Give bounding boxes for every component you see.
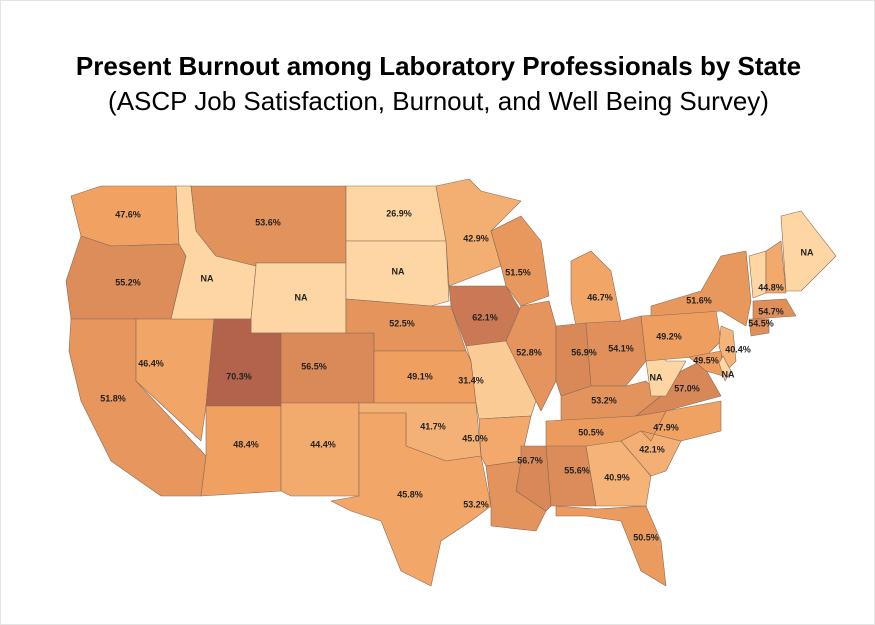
data-label: 51.6% [686, 295, 712, 305]
data-label: 55.6% [564, 465, 590, 475]
state-shape [330, 412, 492, 587]
data-label: NA [801, 247, 814, 257]
data-label: 48.4% [233, 439, 259, 449]
data-label: 49.5% [693, 355, 719, 365]
data-label: 49.2% [656, 331, 682, 341]
state-shape [345, 240, 450, 307]
state-shape [200, 405, 282, 497]
data-label: 55.2% [115, 277, 141, 287]
data-label: NA [722, 369, 735, 379]
data-label: 57.0% [674, 383, 700, 393]
data-label: NA [201, 273, 214, 283]
data-label: 53.6% [255, 217, 281, 227]
title: Present Burnout among Laboratory Profess… [75, 51, 802, 81]
state-shape [280, 332, 375, 404]
data-label: 54.7% [758, 306, 784, 316]
state-shape [280, 402, 360, 497]
data-label: 62.1% [472, 312, 498, 322]
data-label: 41.7% [420, 421, 446, 431]
state-shape [650, 250, 752, 327]
state-shape [780, 210, 837, 292]
data-label: 54.5% [748, 318, 774, 328]
data-label: 51.8% [100, 393, 126, 403]
data-label: 26.9% [386, 208, 412, 218]
state-shape [555, 505, 667, 587]
data-label: 54.1% [608, 343, 634, 353]
data-label: 49.1% [407, 371, 433, 381]
state-shape [505, 300, 557, 412]
state-shape [570, 250, 622, 327]
data-label: 45.8% [397, 489, 423, 499]
data-label: 47.6% [115, 209, 141, 219]
state-shape [620, 430, 682, 477]
data-label: 53.2% [463, 499, 489, 509]
title-block: Present Burnout among Laboratory Profess… [61, 49, 816, 119]
data-label: 31.4% [458, 375, 484, 385]
data-label: 50.5% [578, 427, 604, 437]
data-label: 52.8% [516, 347, 542, 357]
data-label: NA [650, 372, 663, 382]
state-shape [748, 318, 770, 337]
data-label: 50.5% [633, 532, 659, 542]
data-label: 51.5% [505, 267, 531, 277]
data-label: 46.7% [587, 292, 613, 302]
data-label: 44.8% [758, 282, 784, 292]
data-label: 56.7% [517, 455, 543, 465]
state-shape [688, 350, 724, 377]
data-label: 45.0% [462, 433, 488, 443]
data-label: 40.9% [604, 472, 630, 482]
state-shape [555, 322, 592, 397]
data-label: 42.9% [463, 233, 489, 243]
data-label: NA [392, 266, 405, 276]
subtitle: (ASCP Job Satisfaction, Burnout, and Wel… [108, 86, 769, 116]
data-label: 56.5% [301, 361, 327, 371]
data-label: 70.3% [226, 371, 252, 381]
data-label: 56.9% [571, 347, 597, 357]
data-label: 42.1% [639, 444, 665, 454]
data-label: NA [295, 292, 308, 302]
data-label: 52.5% [389, 318, 415, 328]
data-label: 53.2% [591, 395, 617, 405]
data-label: 44.4% [310, 439, 336, 449]
data-label: 40.4% [725, 344, 751, 354]
state-shape [490, 215, 550, 307]
state-shape [718, 355, 732, 382]
state-shape [765, 240, 787, 294]
state-shape [752, 298, 797, 320]
data-label: 46.4% [138, 358, 164, 368]
data-label: 47.9% [653, 422, 679, 432]
